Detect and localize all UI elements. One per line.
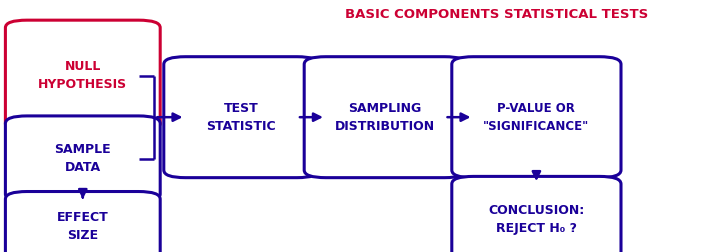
Text: NULL
HYPOTHESIS: NULL HYPOTHESIS (38, 60, 127, 91)
FancyBboxPatch shape (6, 20, 160, 131)
FancyBboxPatch shape (6, 116, 160, 202)
FancyBboxPatch shape (6, 192, 160, 252)
Text: BASIC COMPONENTS STATISTICAL TESTS: BASIC COMPONENTS STATISTICAL TESTS (345, 8, 649, 21)
FancyBboxPatch shape (452, 176, 621, 252)
Text: SAMPLING
DISTRIBUTION: SAMPLING DISTRIBUTION (335, 102, 436, 133)
Text: TEST
STATISTIC: TEST STATISTIC (207, 102, 276, 133)
Text: P-VALUE OR
"SIGNIFICANCE": P-VALUE OR "SIGNIFICANCE" (483, 102, 590, 133)
FancyBboxPatch shape (304, 57, 467, 178)
Text: CONCLUSION:
REJECT H₀ ?: CONCLUSION: REJECT H₀ ? (488, 204, 585, 235)
Text: EFFECT
SIZE: EFFECT SIZE (57, 211, 109, 242)
FancyBboxPatch shape (452, 57, 621, 178)
FancyBboxPatch shape (164, 57, 319, 178)
Text: SAMPLE
DATA: SAMPLE DATA (55, 143, 111, 174)
